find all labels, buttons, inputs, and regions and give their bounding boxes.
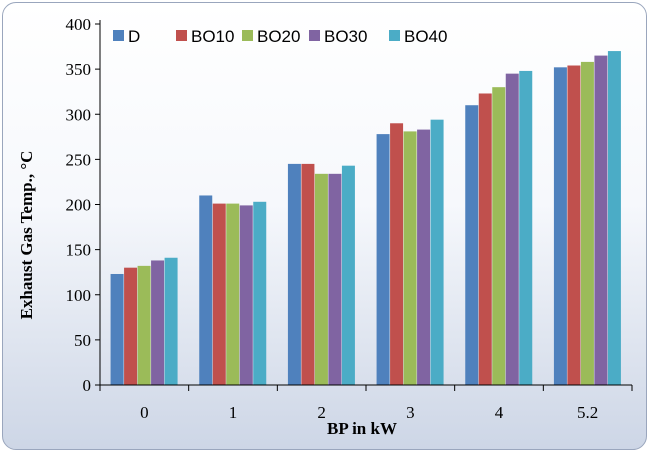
x-tick-label-4: 4 <box>495 403 504 422</box>
legend-swatch-d <box>113 30 124 41</box>
y-tick-label-100: 100 <box>66 286 92 305</box>
bar-d-5.2 <box>553 67 567 385</box>
x-tick-label-1: 1 <box>229 403 238 422</box>
bar-bo30-3 <box>417 129 431 385</box>
bar-bo30-4 <box>505 73 519 385</box>
y-tick-label-0: 0 <box>83 376 92 395</box>
bars-layer <box>110 51 621 386</box>
bar-bo40-2 <box>341 165 355 385</box>
bar-bo10-1 <box>212 203 226 385</box>
bar-bo30-5.2 <box>594 55 608 386</box>
bar-bo20-1 <box>226 203 240 385</box>
legend-layer: D BO10 BO20 BO30 BO40 <box>113 27 447 46</box>
x-axis-title: BP in kW <box>327 419 397 438</box>
legend-swatch-bo40 <box>389 30 400 41</box>
bar-d-3 <box>376 134 390 385</box>
legend-label-bo20: BO20 <box>257 27 300 46</box>
bar-d-4 <box>465 105 479 385</box>
bar-d-0 <box>110 273 124 385</box>
bar-bo30-2 <box>328 173 342 385</box>
bar-bo20-3 <box>403 131 417 385</box>
x-tick-label-3: 3 <box>406 403 415 422</box>
legend-swatch-bo30 <box>309 30 320 41</box>
bar-bo20-4 <box>492 87 506 386</box>
bar-bo40-5.2 <box>607 51 621 385</box>
y-tick-label-200: 200 <box>66 196 92 215</box>
bar-bo10-3 <box>390 123 404 385</box>
legend-label-bo10: BO10 <box>191 27 234 46</box>
bar-bo40-1 <box>253 201 267 385</box>
y-tick-label-50: 50 <box>74 331 91 350</box>
bar-bo40-4 <box>519 70 533 386</box>
bar-bo40-3 <box>430 119 444 386</box>
bar-bo30-1 <box>239 205 253 385</box>
x-tick-label-0: 0 <box>140 403 149 422</box>
bar-d-2 <box>287 163 301 385</box>
bar-bo40-0 <box>164 257 178 385</box>
x-tick-label-2: 2 <box>317 403 326 422</box>
y-tick-label-400: 400 <box>66 15 92 34</box>
legend-swatch-bo10 <box>176 30 187 41</box>
bar-bo20-2 <box>314 173 328 385</box>
x-tick-label-5.2: 5.2 <box>577 403 598 422</box>
legend-swatch-bo20 <box>242 30 253 41</box>
bar-bo20-5.2 <box>580 61 594 386</box>
legend-label-bo40: BO40 <box>404 27 447 46</box>
y-tick-label-350: 350 <box>66 60 92 79</box>
y-axis-title: Exhaust Gas Temp., °C <box>17 151 36 320</box>
bar-bo30-0 <box>151 260 165 385</box>
bar-bo10-5.2 <box>567 65 581 385</box>
legend-label-bo30: BO30 <box>324 27 367 46</box>
axes-layer: 0 50 100 150 200 250 300 350 400 0 1 2 3 4 5.2 <box>66 15 633 422</box>
bar-bo10-0 <box>124 267 138 385</box>
bar-bo10-4 <box>478 93 492 386</box>
bar-bo10-2 <box>301 163 315 385</box>
y-tick-label-300: 300 <box>66 105 92 124</box>
y-tick-label-150: 150 <box>66 241 92 260</box>
bar-bo20-0 <box>137 265 151 385</box>
bar-d-1 <box>199 195 213 385</box>
legend-label-d: D <box>128 27 140 46</box>
y-tick-label-250: 250 <box>66 150 92 169</box>
